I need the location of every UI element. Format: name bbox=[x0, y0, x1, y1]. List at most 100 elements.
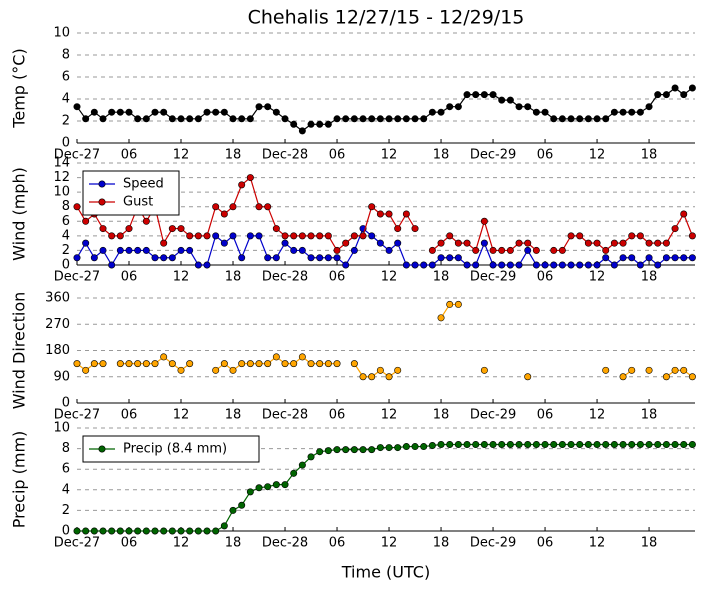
data-point bbox=[654, 91, 662, 99]
x-tick-label: 18 bbox=[433, 270, 450, 285]
data-point bbox=[688, 440, 696, 448]
data-point bbox=[428, 246, 436, 254]
data-point bbox=[186, 246, 194, 254]
data-point bbox=[688, 232, 696, 240]
series-line bbox=[76, 303, 693, 378]
data-point bbox=[307, 453, 315, 461]
data-point bbox=[116, 360, 124, 368]
x-tick-label: Dec-27 bbox=[54, 270, 100, 285]
data-point bbox=[619, 239, 627, 247]
data-point bbox=[160, 108, 168, 116]
data-point bbox=[168, 360, 176, 368]
data-point bbox=[515, 239, 523, 247]
data-point bbox=[73, 254, 81, 262]
data-point bbox=[142, 115, 150, 123]
x-tick-label: Dec-29 bbox=[470, 270, 516, 285]
data-point bbox=[446, 300, 454, 308]
data-point bbox=[454, 440, 462, 448]
data-point bbox=[489, 246, 497, 254]
data-point bbox=[385, 210, 393, 218]
data-point bbox=[316, 360, 324, 368]
data-point bbox=[593, 115, 601, 123]
data-point bbox=[532, 246, 540, 254]
y-tick-label: 0 bbox=[62, 136, 70, 151]
data-point bbox=[636, 261, 644, 269]
data-point bbox=[82, 366, 90, 374]
y-tick-label: 6 bbox=[62, 214, 70, 229]
data-point bbox=[402, 210, 410, 218]
data-point bbox=[290, 246, 298, 254]
data-point bbox=[524, 103, 532, 111]
data-point bbox=[350, 246, 358, 254]
data-point bbox=[550, 440, 558, 448]
x-tick-label: 18 bbox=[225, 408, 242, 423]
data-point bbox=[610, 108, 618, 116]
data-point bbox=[186, 232, 194, 240]
x-tick-label: 12 bbox=[381, 148, 398, 163]
data-point bbox=[437, 440, 445, 448]
data-point bbox=[359, 446, 367, 454]
y-tick-label: 14 bbox=[53, 156, 70, 171]
data-point bbox=[645, 440, 653, 448]
x-tick-label: Dec-27 bbox=[54, 536, 100, 551]
data-point bbox=[628, 440, 636, 448]
data-point bbox=[636, 232, 644, 240]
y-tick-label: 180 bbox=[45, 343, 70, 358]
y-axis-label: Wind (mph) bbox=[10, 167, 29, 261]
data-point bbox=[151, 360, 159, 368]
data-point bbox=[342, 446, 350, 454]
data-point bbox=[688, 373, 696, 381]
data-point bbox=[454, 300, 462, 308]
data-point bbox=[420, 261, 428, 269]
series-line bbox=[76, 87, 693, 132]
data-point bbox=[368, 232, 376, 240]
data-point bbox=[238, 115, 246, 123]
x-tick-label: 06 bbox=[121, 408, 138, 423]
data-point bbox=[446, 103, 454, 111]
data-point bbox=[73, 360, 81, 368]
data-point bbox=[472, 261, 480, 269]
data-point bbox=[498, 440, 506, 448]
x-tick-label: 12 bbox=[589, 408, 606, 423]
data-point bbox=[73, 203, 81, 211]
data-point bbox=[368, 373, 376, 381]
x-tick-label: Dec-27 bbox=[54, 408, 100, 423]
data-point bbox=[680, 366, 688, 374]
data-point bbox=[463, 239, 471, 247]
data-point bbox=[307, 360, 315, 368]
data-point bbox=[394, 366, 402, 374]
data-point bbox=[498, 246, 506, 254]
data-point bbox=[515, 103, 523, 111]
data-point bbox=[168, 115, 176, 123]
data-point bbox=[437, 314, 445, 322]
data-point bbox=[220, 522, 228, 530]
data-point bbox=[558, 246, 566, 254]
data-point bbox=[108, 261, 116, 269]
data-point bbox=[576, 440, 584, 448]
data-point bbox=[168, 527, 176, 535]
y-tick-label: 6 bbox=[62, 462, 70, 477]
data-point bbox=[264, 103, 272, 111]
data-point bbox=[151, 108, 159, 116]
data-point bbox=[116, 246, 124, 254]
data-point bbox=[99, 115, 107, 123]
data-point bbox=[506, 440, 514, 448]
data-point bbox=[324, 360, 332, 368]
data-point bbox=[246, 115, 254, 123]
data-point bbox=[524, 440, 532, 448]
y-tick-label: 10 bbox=[53, 185, 70, 200]
data-point bbox=[489, 261, 497, 269]
data-point bbox=[411, 261, 419, 269]
data-point bbox=[411, 115, 419, 123]
data-point bbox=[246, 232, 254, 240]
data-point bbox=[671, 254, 679, 262]
data-point bbox=[463, 91, 471, 99]
data-point bbox=[168, 225, 176, 233]
data-point bbox=[73, 103, 81, 111]
data-point bbox=[142, 217, 150, 225]
data-point bbox=[125, 527, 133, 535]
x-tick-label: 12 bbox=[589, 270, 606, 285]
data-point bbox=[272, 481, 280, 489]
data-point bbox=[662, 254, 670, 262]
x-tick-label: 12 bbox=[589, 148, 606, 163]
